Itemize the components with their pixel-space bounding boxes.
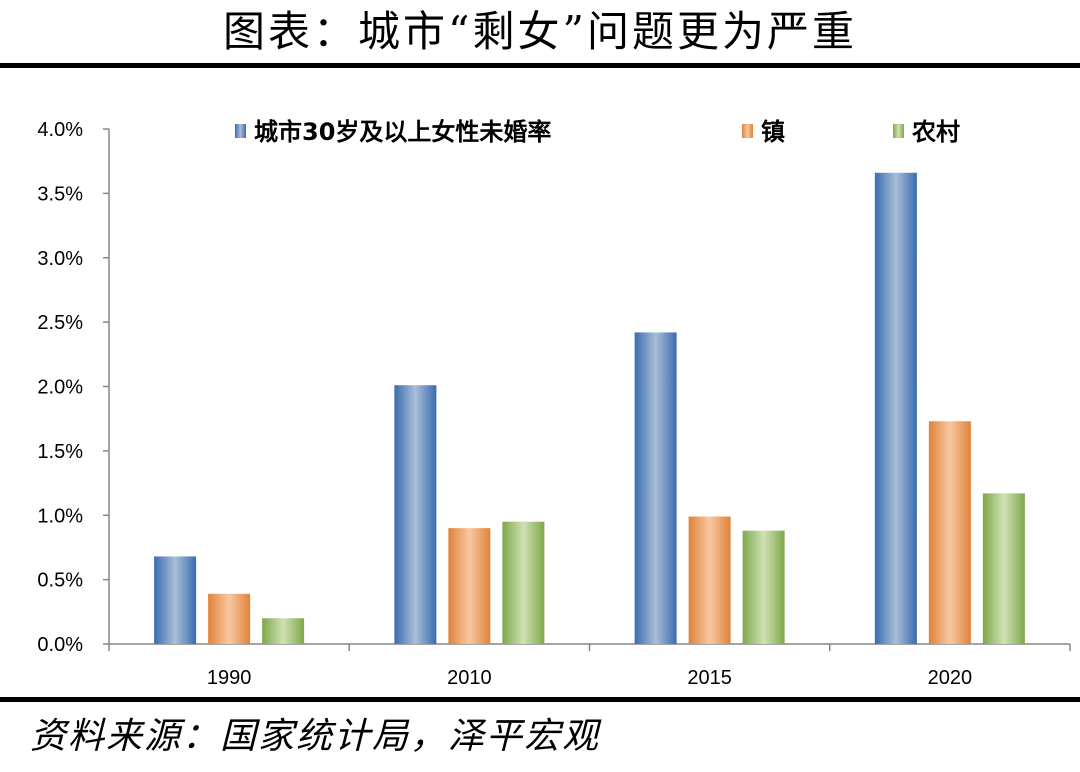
y-tick-label: 2.5% (37, 312, 83, 334)
bar-镇-2020 (928, 421, 971, 644)
bar-农村-2010 (502, 521, 545, 644)
bars-group (154, 172, 1025, 644)
y-tick-label: 0.5% (37, 570, 83, 592)
y-tick-label: 0.0% (37, 634, 83, 656)
page-title: 图表：城市“剩女”问题更为严重 (223, 7, 857, 56)
bar-镇-2015 (688, 516, 731, 644)
y-tick-label: 3.5% (37, 183, 83, 205)
y-tick-label: 4.0% (37, 119, 83, 141)
y-tick-label: 1.5% (37, 441, 83, 463)
y-tick-label: 3.0% (37, 248, 83, 270)
legend-swatch (235, 124, 246, 138)
bar-chart: 0.0% 0.5% 1.0% 1.5% 2.0% 2.5% 3.0% 3.5% 4.0% 199… (37, 118, 1071, 689)
source-note: 资料来源：国家统计局，泽平宏观 (30, 716, 601, 757)
bar-镇-1990 (208, 593, 251, 644)
y-axis: 0.0% 0.5% 1.0% 1.5% 2.0% 2.5% 3.0% 3.5% 4.0% (37, 119, 110, 656)
legend-label: 镇 (761, 118, 785, 146)
footer-divider (0, 697, 1080, 702)
bar-城市30岁及以上女性未婚率-2020 (874, 172, 917, 644)
x-axis: 1990 2010 2015 2020 (108, 643, 1071, 689)
legend-label: 城市30岁及以上女性未婚率 (254, 118, 551, 146)
bar-农村-1990 (262, 618, 305, 644)
x-tick-label: 1990 (207, 667, 252, 689)
bar-农村-2015 (742, 530, 785, 644)
bar-城市30岁及以上女性未婚率-1990 (154, 556, 197, 644)
x-tick-label: 2010 (447, 667, 492, 689)
y-tick-label: 1.0% (37, 505, 83, 527)
legend: 城市30岁及以上女性未婚率 镇 农村 (235, 118, 960, 146)
bar-镇-2010 (448, 528, 491, 644)
x-tick-label: 2020 (928, 667, 973, 689)
legend-swatch (742, 124, 753, 138)
legend-label: 农村 (911, 118, 960, 146)
legend-swatch (893, 124, 904, 138)
y-tick-label: 2.0% (37, 377, 83, 399)
bar-城市30岁及以上女性未婚率-2010 (394, 385, 437, 644)
x-tick-label: 2015 (687, 667, 732, 689)
bar-城市30岁及以上女性未婚率-2015 (634, 332, 677, 644)
title-divider (0, 63, 1080, 68)
bar-农村-2020 (982, 493, 1025, 644)
